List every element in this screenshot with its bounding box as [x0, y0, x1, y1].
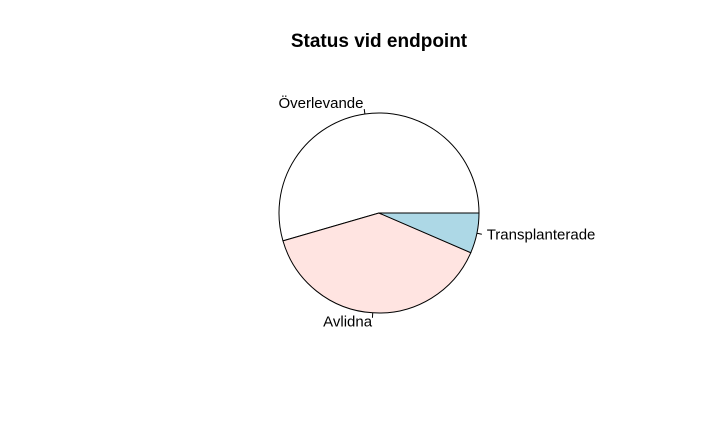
pie-slice-overlevande: [278, 112, 480, 242]
pie-leader-lines: [363, 108, 482, 318]
pie-label-overlevande: Överlevande: [278, 94, 363, 112]
pie-slices: [278, 112, 480, 314]
pie-label-avlidna: Avlidna: [323, 314, 373, 331]
leader-line-overlevande: [363, 108, 366, 115]
pie-slice-transplanterade: [378, 212, 480, 254]
pie-label-transplanterade: Transplanterade: [487, 226, 596, 243]
leader-line-transplanterade: [476, 232, 482, 235]
pie-labels: Överlevande Avlidna Transplanterade: [278, 94, 595, 331]
chart-title: Status vid endpoint: [291, 31, 468, 52]
